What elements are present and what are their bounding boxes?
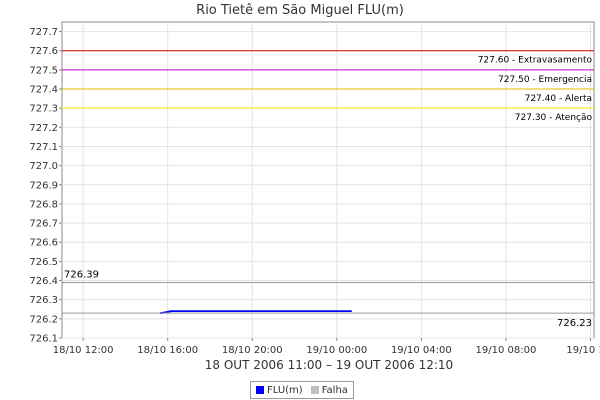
legend-swatch-falha xyxy=(310,386,319,394)
legend-label-flu: FLU(m) xyxy=(267,384,303,396)
legend: FLU(m) Falha xyxy=(250,381,354,399)
x-tick-label: 18/10 16:00 xyxy=(137,345,198,356)
data-point-flu xyxy=(350,310,352,313)
y-tick-label: 727.1 xyxy=(29,142,58,153)
y-tick-label: 727.0 xyxy=(29,161,58,172)
y-axis: 726.1 726.2 726.3 726.4 726.5 726.6 726.7 726.8… xyxy=(29,27,62,345)
threshold-lines: 727.60 - Extravasamento 727.50 - Emergenc… xyxy=(62,50,594,123)
annotations: 726.39 726.23 xyxy=(62,269,594,329)
threshold-label: 727.60 - Extravasamento xyxy=(478,56,593,66)
legend-swatch-flu xyxy=(256,386,264,394)
y-tick-label: 726.6 xyxy=(29,238,58,249)
legend-item-falha: Falha xyxy=(310,384,348,396)
threshold-label: 727.30 - Atenção xyxy=(515,113,593,123)
x-tick-label: 18/10 12:00 xyxy=(53,345,114,356)
legend-item-flu: FLU(m) xyxy=(256,385,303,396)
threshold-label: 727.50 - Emergencia xyxy=(498,75,592,85)
y-tick-label: 727.7 xyxy=(29,27,58,38)
x-tick-label: 19/10 12: xyxy=(566,345,600,356)
threshold-label: 727.40 - Alerta xyxy=(525,94,592,104)
y-tick-label: 727.4 xyxy=(29,85,58,96)
x-axis: 18/10 12:00 18/10 16:00 18/10 20:00 19/10 0… xyxy=(53,338,600,356)
y-tick-label: 726.8 xyxy=(29,199,58,210)
y-tick-label: 726.3 xyxy=(29,295,58,306)
y-tick-label: 727.5 xyxy=(29,65,58,76)
max-annotation: 726.39 xyxy=(64,269,99,280)
y-tick-label: 726.1 xyxy=(29,334,58,345)
plot-background xyxy=(61,21,595,339)
y-tick-label: 726.7 xyxy=(29,219,58,230)
data-point-flu xyxy=(170,310,173,313)
x-tick-label: 19/10 00:00 xyxy=(306,345,367,356)
y-tick-label: 726.2 xyxy=(29,314,58,325)
y-tick-label: 726.5 xyxy=(29,257,58,268)
y-tick-label: 727.6 xyxy=(29,46,58,57)
chart-title: Rio Tietê em São Miguel FLU(m) xyxy=(196,3,404,18)
y-tick-label: 726.9 xyxy=(29,180,58,191)
legend-label-falha: Falha xyxy=(321,384,348,396)
y-tick-label: 727.3 xyxy=(29,104,58,115)
y-tick-label: 726.4 xyxy=(29,276,58,287)
x-axis-label: 18 OUT 2006 11:00 – 19 OUT 2006 12:10 xyxy=(205,358,453,372)
min-annotation: 726.23 xyxy=(557,318,592,329)
y-tick-label: 727.2 xyxy=(29,123,58,134)
x-tick-label: 19/10 08:00 xyxy=(476,345,537,356)
x-tick-label: 19/10 04:00 xyxy=(391,345,452,356)
x-tick-label: 18/10 20:00 xyxy=(222,345,283,356)
